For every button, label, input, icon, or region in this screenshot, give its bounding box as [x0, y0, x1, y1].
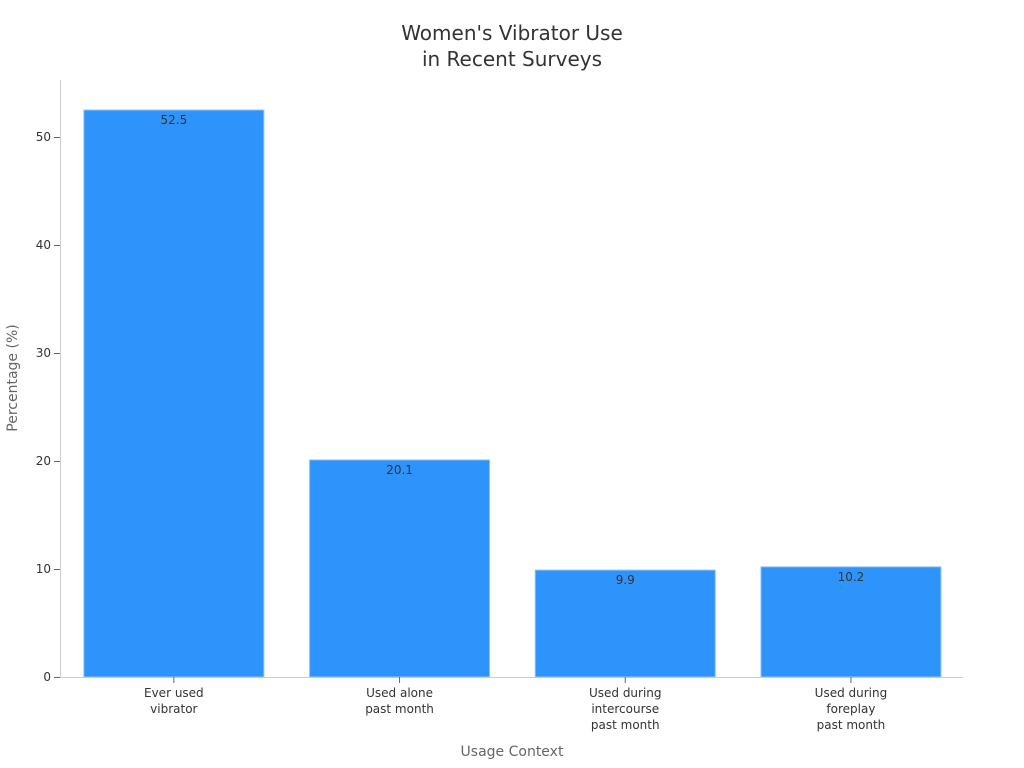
y-tick-label: 30 [36, 346, 51, 360]
chart-title-line-2: in Recent Surveys [422, 47, 602, 71]
bar-2 [534, 569, 716, 678]
bar-3 [760, 566, 942, 678]
bars [83, 109, 942, 678]
y-tick-label: 40 [36, 238, 51, 252]
x-tick-label: Ever used vibrator [144, 686, 204, 716]
chart-title: Women's Vibrator Use in Recent Surveys [401, 21, 623, 71]
y-tick-label: 10 [36, 562, 51, 576]
y-tick-label: 50 [36, 130, 51, 144]
y-tick-label: 0 [43, 670, 51, 684]
bar-1 [309, 459, 491, 678]
chart-title-line-1: Women's Vibrator Use [401, 21, 623, 45]
y-axis-label: Percentage (%) [5, 324, 21, 431]
y-tick-label: 20 [36, 454, 51, 468]
bar-value-label: 52.5 [160, 113, 187, 127]
x-axis-ticks: Ever used vibrator Used alone past month Use… [144, 677, 887, 732]
bar-value-label: 9.9 [616, 573, 635, 587]
bar-value-labels: 52.5 20.1 9.9 10.2 [160, 113, 864, 587]
bar-0 [83, 109, 265, 678]
x-axis-label: Usage Context [461, 744, 564, 760]
x-tick-label: Used during intercourse past month [589, 686, 662, 732]
x-tick-label: Used during foreplay past month [815, 686, 888, 732]
bar-value-label: 10.2 [838, 570, 865, 584]
y-axis-ticks: 0 10 20 30 40 50 [36, 130, 60, 684]
x-tick-label: Used alone past month [365, 686, 434, 716]
bar-value-label: 20.1 [386, 463, 413, 477]
